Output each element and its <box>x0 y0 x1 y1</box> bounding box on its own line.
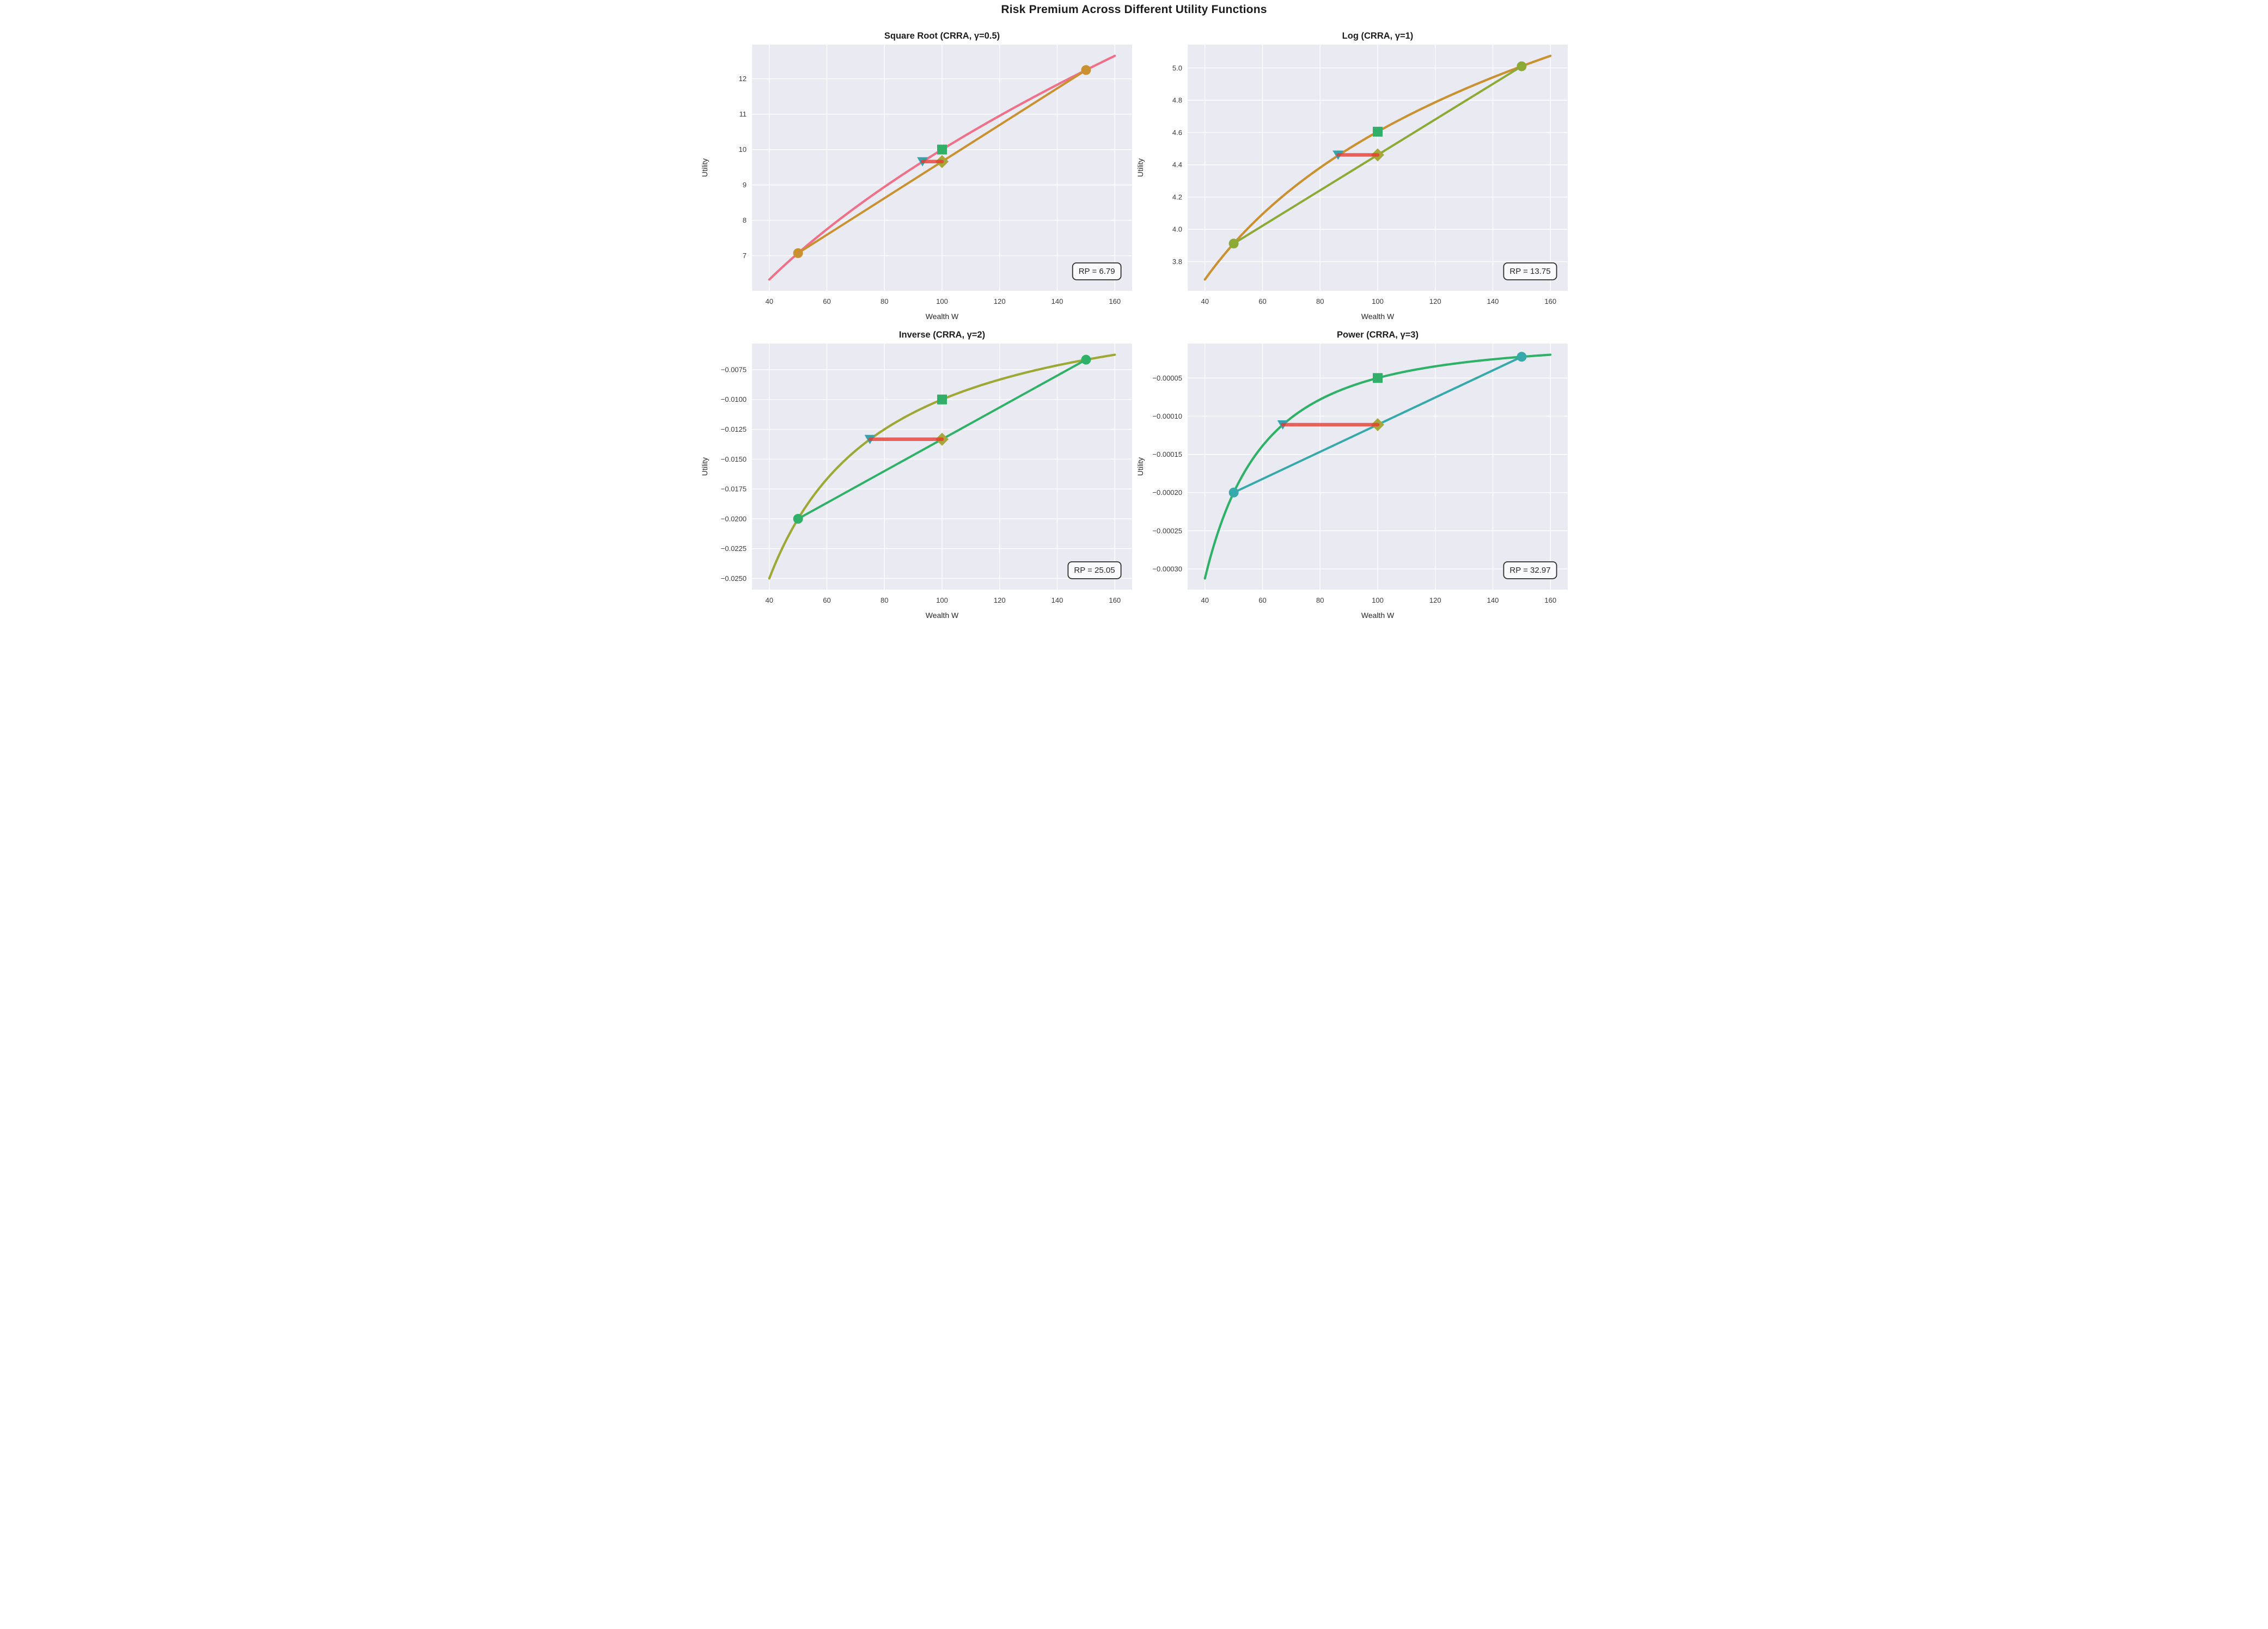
x-tick-label: 140 <box>1487 596 1499 604</box>
y-tick-label: 3.8 <box>1172 258 1182 266</box>
x-tick-label: 80 <box>881 297 888 305</box>
outcome-point-low <box>793 248 803 258</box>
expected-wealth-utility-marker <box>937 394 947 405</box>
risk-premium-label: RP = 25.05 <box>1074 566 1115 575</box>
risk-premium-label: RP = 6.79 <box>1078 267 1115 276</box>
y-tick-label: −0.00030 <box>1152 565 1182 573</box>
y-tick-label: 4.0 <box>1172 225 1182 234</box>
x-tick-label: 80 <box>881 596 888 604</box>
x-axis-label: Wealth W <box>1361 611 1394 620</box>
y-tick-label: 10 <box>738 145 746 154</box>
outcome-point-low <box>1228 238 1239 249</box>
x-tick-label: 120 <box>1429 596 1441 604</box>
x-axis-label: Wealth W <box>1361 312 1394 321</box>
y-tick-label: −0.00025 <box>1152 526 1182 535</box>
y-tick-label: 4.8 <box>1172 96 1182 105</box>
y-tick-label: 4.2 <box>1172 193 1182 201</box>
x-tick-label: 160 <box>1544 596 1556 604</box>
y-tick-label: −0.00020 <box>1152 488 1182 497</box>
y-tick-label: −0.00015 <box>1152 450 1182 458</box>
y-tick-label: −0.0250 <box>720 574 746 583</box>
x-tick-label: 60 <box>823 596 830 604</box>
x-tick-label: 100 <box>1372 596 1384 604</box>
outcome-point-high <box>1516 61 1526 71</box>
subplot-inverse-chart: 40 60 80 100 120 140 160 −0.0250 −0.0225 −0.0200 −… <box>700 330 1132 620</box>
subplot-grid: 40 60 80 100 120 140 160 7 8 9 10 11 12 Wealth W Utili… <box>699 28 1570 626</box>
risk-premium-annotation: RP = 25.05 <box>1067 561 1121 579</box>
risk-premium-annotation: RP = 32.97 <box>1502 561 1557 579</box>
x-tick-label: 40 <box>1201 297 1208 305</box>
subplot-power-chart: 40 60 80 100 120 140 160 −0.00030 −0.00025 −0.000… <box>1136 330 1568 620</box>
y-axis-label: Utility <box>1136 158 1145 177</box>
x-tick-label: 100 <box>1372 297 1384 305</box>
subplot-square-root-chart: 40 60 80 100 120 140 160 7 8 9 10 11 12 Wealth W Utili… <box>700 31 1132 321</box>
y-tick-label: −0.0075 <box>720 365 746 373</box>
risk-premium-box <box>1502 262 1557 280</box>
y-axis-label: Utility <box>700 158 709 177</box>
risk-premium-box <box>1072 262 1121 280</box>
outcome-point-low <box>793 513 803 524</box>
x-tick-label: 100 <box>936 297 948 305</box>
y-tick-label: −0.0100 <box>720 395 746 403</box>
y-tick-label: −0.0200 <box>720 515 746 523</box>
y-tick-label: −0.0175 <box>720 485 746 493</box>
risk-premium-annotation: RP = 6.79 <box>1072 262 1121 280</box>
panel-title: Square Root (CRRA, γ=0.5) <box>884 31 999 41</box>
x-axis-label: Wealth W <box>925 312 958 321</box>
risk-premium-label: RP = 13.75 <box>1509 267 1550 276</box>
y-tick-label: 4.6 <box>1172 128 1182 137</box>
x-tick-label: 40 <box>765 297 773 305</box>
y-tick-label: 7 <box>742 252 746 260</box>
y-tick-label: −0.00010 <box>1152 412 1182 420</box>
x-tick-label: 120 <box>993 596 1005 604</box>
x-tick-label: 40 <box>1201 596 1208 604</box>
outcome-point-high <box>1080 65 1091 75</box>
y-tick-label: −0.0125 <box>720 425 746 433</box>
x-axis-label: Wealth W <box>925 611 958 620</box>
x-tick-label: 160 <box>1109 596 1121 604</box>
x-tick-label: 120 <box>993 297 1005 305</box>
x-tick-label: 100 <box>936 596 948 604</box>
y-axis-label: Utility <box>700 457 709 476</box>
y-tick-label: 5.0 <box>1172 64 1182 72</box>
x-tick-label: 160 <box>1544 297 1556 305</box>
expected-wealth-utility-marker <box>1372 373 1383 383</box>
x-tick-label: 60 <box>1258 596 1266 604</box>
x-tick-label: 140 <box>1051 596 1063 604</box>
y-tick-label: 4.4 <box>1172 161 1182 169</box>
x-tick-label: 40 <box>765 596 773 604</box>
x-tick-label: 80 <box>1316 297 1324 305</box>
outcome-point-high <box>1080 354 1091 365</box>
y-tick-label: 11 <box>739 110 747 118</box>
risk-premium-annotation: RP = 13.75 <box>1502 262 1557 280</box>
risk-premium-label: RP = 32.97 <box>1509 566 1550 575</box>
y-tick-label: 8 <box>742 216 746 224</box>
x-tick-label: 120 <box>1429 297 1441 305</box>
x-tick-label: 80 <box>1316 596 1324 604</box>
figure-title: Risk Premium Across Different Utility Fu… <box>1001 3 1267 16</box>
figure: Risk Premium Across Different Utility Fu… <box>698 0 1570 626</box>
expected-wealth-utility-marker <box>1372 126 1383 137</box>
x-tick-label: 60 <box>1258 297 1266 305</box>
y-tick-label: −0.0150 <box>720 455 746 463</box>
expected-wealth-utility-marker <box>937 144 947 155</box>
x-tick-label: 140 <box>1051 297 1063 305</box>
panel-title: Inverse (CRRA, γ=2) <box>898 330 985 340</box>
y-tick-label: −0.0225 <box>720 544 746 553</box>
panel-title: Power (CRRA, γ=3) <box>1337 330 1419 340</box>
y-tick-label: 9 <box>742 181 746 189</box>
subplot-log-chart: 40 60 80 100 120 140 160 3.8 4.0 4.2 4.4 4.6 4.8 5.0 W… <box>1136 31 1568 321</box>
y-tick-label: 12 <box>738 75 746 83</box>
panel-title: Log (CRRA, γ=1) <box>1342 31 1413 41</box>
outcome-point-high <box>1516 352 1526 362</box>
y-tick-label: −0.00005 <box>1152 374 1182 382</box>
risk-premium-box <box>1067 561 1121 579</box>
x-tick-label: 160 <box>1109 297 1121 305</box>
y-axis-label: Utility <box>1136 457 1145 476</box>
x-tick-label: 140 <box>1487 297 1499 305</box>
outcome-point-low <box>1228 487 1239 498</box>
x-tick-label: 60 <box>823 297 830 305</box>
risk-premium-box <box>1502 561 1557 579</box>
